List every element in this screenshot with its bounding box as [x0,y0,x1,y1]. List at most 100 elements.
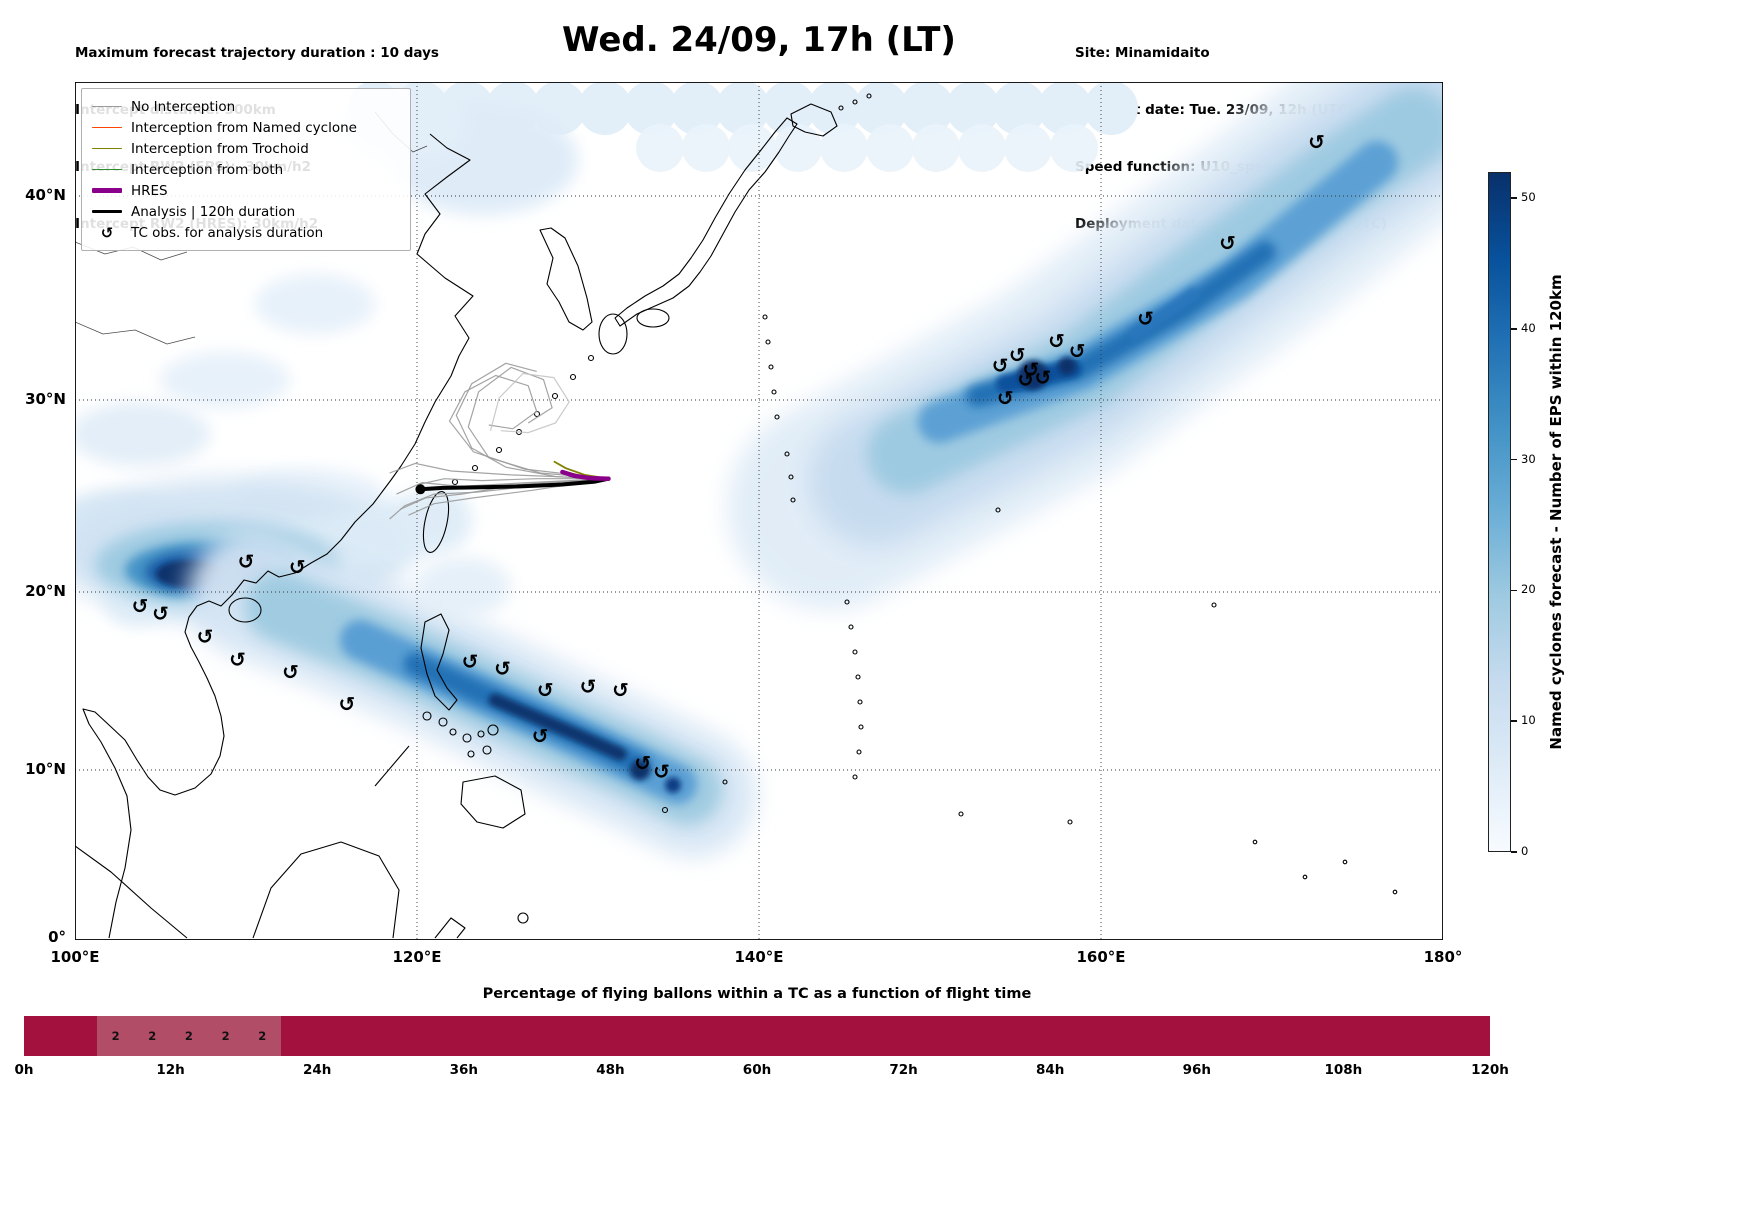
map-canvas: ↺ ↺↺↺↺↺↺ ↺↺ ↺↺ ↺ ↺↺↺ ↺↺ ↺↺↺↺↺ ↺↺↺↺↺ [75,82,1443,940]
legend-line [92,188,122,193]
legend-item-label: Interception from Named cyclone [131,119,357,136]
bar-tick-label: 48h [596,1062,625,1078]
colorbar-tick-label: 40 [1521,320,1536,335]
colorbar-tick-label: 30 [1521,451,1536,466]
x-tick-label: 120°E [392,948,442,966]
x-tick-label: 100°E [50,948,100,966]
tc-obs-icon: ↺ [339,692,356,716]
legend-line-sample [92,188,122,193]
density-field [75,82,1443,857]
flight-bar-cell: 2 [170,1016,208,1056]
tc-obs-icon: ↺ [1048,329,1065,353]
legend-item: ↺ TC obs. for analysis duration [92,222,400,243]
trajectory-no-interception [455,362,609,480]
legend-item: Interception from Trochoid [92,138,400,159]
light-density-band [343,82,1138,215]
tc-obs-icon: ↺ [580,674,597,698]
bar-tick-label: 60h [742,1062,772,1078]
legend-item: Interception from Named cyclone [92,117,400,138]
bar-tick-label: 36h [449,1062,478,1078]
y-tick-label: 40°N [25,186,66,204]
legend-item: Analysis | 120h duration [92,201,400,222]
colorbar-tick-mark [1511,328,1517,330]
legend-line [92,105,122,108]
config-line: Maximum forecast trajectory duration : 1… [75,45,439,61]
bar-tick-label: 24h [302,1062,332,1078]
legend-line [92,147,122,150]
tc-obs-icon: ↺ [289,555,306,579]
analysis-start-point [415,484,426,495]
bar-tick-label: 12h [156,1062,185,1078]
colorbar-tick-label: 20 [1521,582,1536,597]
legend-line-sample [92,105,122,108]
bar-tick-label: 120h [1471,1062,1509,1078]
legend-item-label: No Interception [131,98,236,115]
tc-obs-icon: ↺ [1009,343,1026,367]
trajectory-no-interception [389,462,609,480]
legend-item-label: Interception from Trochoid [131,140,309,157]
flight-bar-cell: 2 [133,1016,171,1056]
tc-obs-icon: ↺ [132,594,149,618]
trajectory-no-interception [489,372,570,434]
colorbar-label: Named cyclones forecast - Number of EPS … [1547,274,1565,750]
tc-obs-icon: ↺ [1035,366,1052,390]
flight-bar-cell: 2 [97,1016,134,1056]
tc-obs-icon: ↺ [238,549,255,573]
bar-tick-label: 72h [889,1062,918,1078]
y-tick-label: 10°N [25,760,66,778]
legend-item-label: Interception from both [131,161,284,178]
legend-line-sample [92,209,122,214]
tc-obs-icon: ↺ [1137,306,1154,330]
bar-tick-label: 96h [1182,1062,1211,1078]
legend-line-sample [92,168,122,171]
legend-item: Interception from both [92,159,400,180]
legend-line-sample [92,147,122,150]
trajectory-no-interception [448,374,609,480]
y-tick-label: 20°N [25,582,66,600]
y-tick-label: 30°N [25,390,66,408]
colorbar-tick-label: 50 [1521,190,1536,205]
flight-bar-title: Percentage of flying ballons within a TC… [482,986,1032,1002]
colorbar-tick-mark [1511,589,1517,592]
legend-line [92,168,122,171]
tc-obs-icon: ↺ [537,678,554,702]
plot-title: Wed. 24/09, 17h (LT) [562,20,956,60]
tc-obs-icon: ↺ [462,649,479,673]
tc-obs-icon: ↺ [1219,231,1236,255]
trajectory-analysis [418,476,611,492]
trajectory-no-interception [399,478,609,510]
bar-tick-label: 84h [1035,1062,1065,1078]
tc-obs-markers: ↺ ↺↺↺↺↺↺ ↺↺ ↺↺ ↺ ↺↺↺ ↺↺ ↺↺↺↺↺ ↺↺↺↺↺ [132,130,1325,784]
trajectory-no-interception [418,478,609,486]
legend: No Interception Interception from Named c… [81,88,411,251]
x-tick-label: 160°E [1076,948,1126,966]
legend-item-label: TC obs. for analysis duration [131,224,324,241]
y-tick-label: 0° [48,928,66,946]
bar-tick-label: 0h [14,1062,34,1078]
legend-line [92,126,122,129]
trajectory-hres [560,469,611,481]
trajectory-no-interception [467,366,609,480]
tc-obs-icon: ↺ [197,625,214,649]
tc-obs-icon: ↺ [634,751,651,775]
legend-line [92,209,122,214]
x-tick-label: 180° [1423,948,1463,966]
tc-obs-icon: ↺ [532,724,549,748]
tc-obs-icon: ↺ [152,601,169,625]
site-line: Site: Minamidaito [1075,45,1210,61]
legend-item-label: HRES [131,182,168,199]
tc-obs-icon: ↺ [1308,130,1325,154]
legend-items: No Interception Interception from Named c… [92,96,400,243]
x-tick-label: 140°E [734,948,784,966]
colorbar-tick-label: 0 [1521,844,1529,858]
tc-obs-icon: ↺ [653,760,670,784]
tc-obs-icon: ↺ [229,648,246,672]
tc-obs-icon: ↺ [1023,357,1040,381]
colorbar-tick-mark [1511,197,1517,199]
coastlines [75,93,1398,939]
colorbar-tick-mark [1511,851,1517,853]
legend-item: No Interception [92,96,400,117]
legend-item-label: Analysis | 120h duration [131,203,296,220]
tc-obs-icon: ↺ [1069,339,1086,363]
